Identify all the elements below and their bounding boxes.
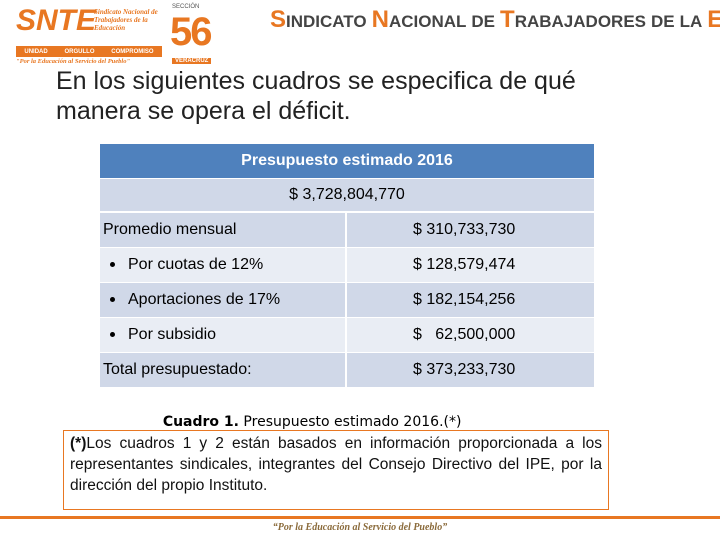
row-label-text: Total presupuestado: [103,361,252,378]
row-label: Total presupuestado: [100,353,345,387]
footer-line [0,516,720,519]
header-word: EDUCACIÓN [707,6,720,33]
row-amount: $ 310,733,730 [347,213,594,247]
note-mark: (*) [70,435,87,452]
row-label: Promedio mensual [100,213,345,247]
logo-motto: "Por la Educación al Servicio del Pueblo… [16,58,131,65]
logo-value: UNIDAD [24,48,48,55]
table-row: Por cuotas de 12% $ 128,579,474 [100,248,594,282]
bullet [110,262,115,267]
row-amount: $ 128,579,474 [347,248,594,282]
row-label: Aportaciones de 17% [100,283,345,317]
row-label-text: Promedio mensual [103,221,237,238]
row-label: Por subsidio [100,318,345,352]
row-amount: $ 373,233,730 [347,353,594,387]
caption-text: Presupuesto estimado 2016.(*) [238,414,462,430]
section-number: 56 [170,10,212,54]
header-word: NACIONAL [371,6,467,33]
section-logo: SECCIÓN 56 VERACRUZ [170,2,218,68]
logo-name: Sindicato Nacional de Trabajadores de la… [94,8,158,32]
header-word: DE [651,12,675,31]
caption-label: Cuadro 1. [162,414,239,430]
footer: “Por la Educación al Servicio del Pueblo… [272,522,448,533]
logo-values: UNIDAD ORGULLO COMPROMISO [16,46,162,57]
bullet [110,297,115,302]
header-word: DE [471,12,496,31]
bullet [110,332,115,337]
logo: SNTE Sindicato Nacional de Trabajadores … [14,4,162,66]
table-row: Total presupuestado: $ 373,233,730 [100,353,594,387]
logo-value: COMPROMISO [111,48,154,55]
note-text: Los cuadros 1 y 2 están basados en infor… [70,435,602,494]
table-row: Por subsidio $ 62,500,000 [100,318,594,352]
row-amount: $ 182,154,256 [347,283,594,317]
row-label-text: Por cuotas de 12% [128,256,264,273]
table-total: $ 3,728,804,770 [100,179,594,212]
logo-acronym: SNTE [16,4,97,37]
note-box: (*)Los cuadros 1 y 2 están basados en in… [63,430,609,510]
table-row: Aportaciones de 17% $ 182,154,256 [100,283,594,317]
section-label: SECCIÓN [172,4,200,10]
header-word: LA [679,12,703,31]
header-word: SINDICATO [270,6,367,33]
table-title: Presupuesto estimado 2016 [100,144,594,178]
section-state: VERACRUZ [172,58,212,64]
header-word: TRABAJADORES [500,6,646,33]
header-title: SINDICATONACIONALDETRABAJADORESDELAEDUCA… [270,6,720,34]
table-row: Promedio mensual $ 310,733,730 [100,213,594,247]
logo-value: ORGULLO [64,48,95,55]
caption: Cuadro 1. Presupuesto estimado 2016.(*) [145,398,462,446]
row-label: Por cuotas de 12% [100,248,345,282]
row-label-text: Por subsidio [128,326,217,343]
heading: En los siguientes cuadros se especifica … [56,67,576,125]
row-amount: $ 62,500,000 [347,318,594,352]
row-label-text: Aportaciones de 17% [128,291,281,308]
